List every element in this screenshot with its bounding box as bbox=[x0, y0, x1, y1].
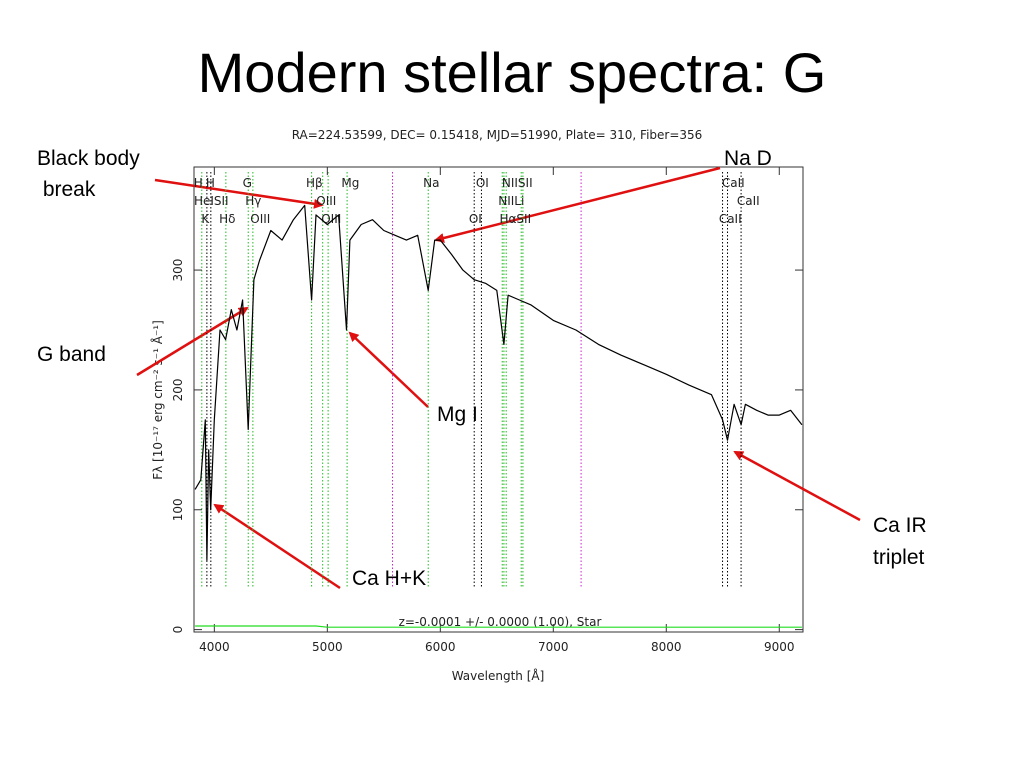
plot-frame bbox=[193, 166, 804, 633]
annotation: Mg I bbox=[437, 403, 478, 426]
y-tick-label: 0 bbox=[171, 626, 185, 634]
y-axis-label: Fλ [10⁻¹⁷ erg cm⁻² s⁻¹ Å⁻¹] bbox=[150, 320, 165, 480]
x-tick-label: 5000 bbox=[312, 640, 343, 654]
x-tick-label: 7000 bbox=[538, 640, 569, 654]
line-label: OIII bbox=[250, 212, 270, 226]
annotation: Black body break bbox=[37, 147, 140, 201]
line-label: OIII bbox=[316, 194, 336, 208]
line-label: CaII bbox=[737, 194, 760, 208]
line-label: H bbox=[194, 176, 203, 190]
line-label: H bbox=[206, 176, 215, 190]
line-label: CaII bbox=[722, 176, 745, 190]
arrow bbox=[154, 178, 324, 209]
line-label: Mg bbox=[341, 176, 359, 190]
arrow bbox=[348, 331, 429, 408]
line-label: HαSII bbox=[500, 212, 532, 226]
line-label: Na bbox=[423, 176, 439, 190]
line-label: NIILi bbox=[498, 194, 524, 208]
x-tick-label: 6000 bbox=[425, 640, 456, 654]
annotations: Black body break Na D G band Mg I Ca H+K… bbox=[37, 147, 927, 590]
x-axis-label: Wavelength [Å] bbox=[452, 668, 545, 683]
line-label: G bbox=[243, 176, 252, 190]
plot-subtitle: RA=224.53599, DEC= 0.15418, MJD=51990, P… bbox=[292, 128, 703, 142]
spectrum-line bbox=[194, 204, 803, 561]
line-label: CaII bbox=[719, 212, 742, 226]
line-label: OI bbox=[469, 212, 482, 226]
line-label: HeISII bbox=[194, 194, 229, 208]
line-label: Hγ bbox=[245, 194, 261, 208]
annotation: Ca IR triplet bbox=[873, 514, 927, 569]
arrow bbox=[136, 306, 249, 377]
line-label: Hβ bbox=[306, 176, 323, 190]
arrow bbox=[213, 503, 341, 590]
annotation-line: triplet bbox=[873, 546, 925, 569]
line-label: NIISII bbox=[502, 176, 533, 190]
x-tick-label: 8000 bbox=[651, 640, 682, 654]
y-tick-label: 300 bbox=[171, 259, 185, 282]
y-tick-label: 200 bbox=[171, 378, 185, 401]
line-label: Hδ bbox=[219, 212, 235, 226]
annotation-line: Ca IR bbox=[873, 514, 927, 537]
annotation-line: break bbox=[37, 178, 96, 201]
line-label: OIII bbox=[321, 212, 341, 226]
line-label: OI bbox=[476, 176, 489, 190]
line-label: K bbox=[201, 212, 210, 226]
plot-footer: z=-0.0001 +/- 0.0000 (1.00), Star bbox=[399, 615, 602, 629]
slide-title: Modern stellar spectra: G bbox=[198, 41, 827, 104]
arrow bbox=[733, 450, 861, 522]
annotation: Ca H+K bbox=[352, 567, 426, 590]
y-tick-label: 100 bbox=[171, 498, 185, 521]
x-tick-label: 4000 bbox=[199, 640, 230, 654]
annotation-line: Black body bbox=[37, 147, 140, 170]
annotation: Na D bbox=[724, 147, 772, 170]
spectrum-line bbox=[195, 625, 802, 628]
arrow bbox=[434, 166, 721, 243]
x-tick-label: 9000 bbox=[764, 640, 795, 654]
annotation: G band bbox=[37, 343, 106, 366]
